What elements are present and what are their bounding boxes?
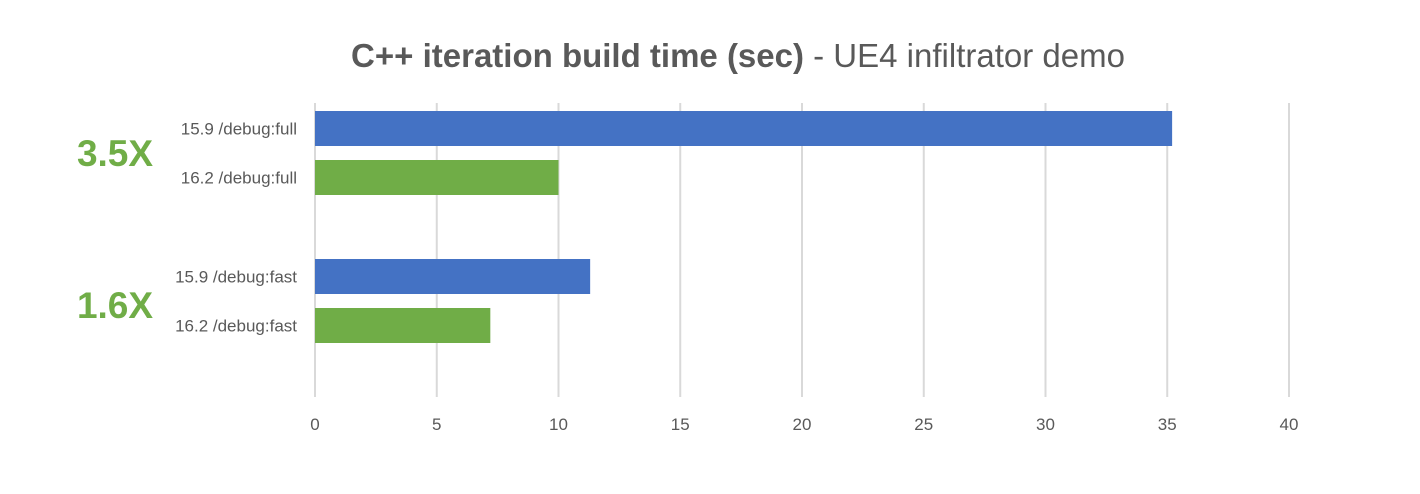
- bar-0-1: [315, 160, 559, 195]
- bar-0-0: [315, 111, 1173, 146]
- speedup-callouts: 3.5X 1.6X: [77, 133, 153, 326]
- x-tick-label-15: 15: [671, 415, 690, 434]
- x-tick-label-0: 0: [310, 415, 319, 434]
- bars: [315, 111, 1173, 343]
- x-tick-label-35: 35: [1158, 415, 1177, 434]
- x-tick-label-40: 40: [1280, 415, 1299, 434]
- category-label-1-0: 15.9 /debug:fast: [175, 268, 297, 287]
- speedup-callout-0: 3.5X: [77, 133, 153, 174]
- category-label-0-0: 15.9 /debug:full: [181, 120, 297, 139]
- chart-title: C++ iteration build time (sec) - UE4 inf…: [351, 37, 1125, 74]
- chart-title-rest: - UE4 infiltrator demo: [804, 37, 1125, 74]
- chart-title-bold: C++ iteration build time (sec): [351, 37, 804, 74]
- speedup-callout-1: 1.6X: [77, 285, 153, 326]
- category-labels: 15.9 /debug:full 16.2 /debug:full 15.9 /de…: [175, 120, 297, 336]
- x-tick-label-25: 25: [914, 415, 933, 434]
- x-axis-ticks: 0 5 10 15 20 25 30 35 40: [310, 415, 1298, 434]
- grid-lines: [314, 103, 1290, 397]
- x-tick-label-30: 30: [1036, 415, 1055, 434]
- bar-1-0: [315, 259, 591, 294]
- bar-1-1: [315, 308, 491, 343]
- category-label-0-1: 16.2 /debug:full: [181, 169, 297, 188]
- x-tick-label-10: 10: [549, 415, 568, 434]
- x-tick-label-5: 5: [432, 415, 441, 434]
- category-label-1-1: 16.2 /debug:fast: [175, 317, 297, 336]
- x-tick-label-20: 20: [793, 415, 812, 434]
